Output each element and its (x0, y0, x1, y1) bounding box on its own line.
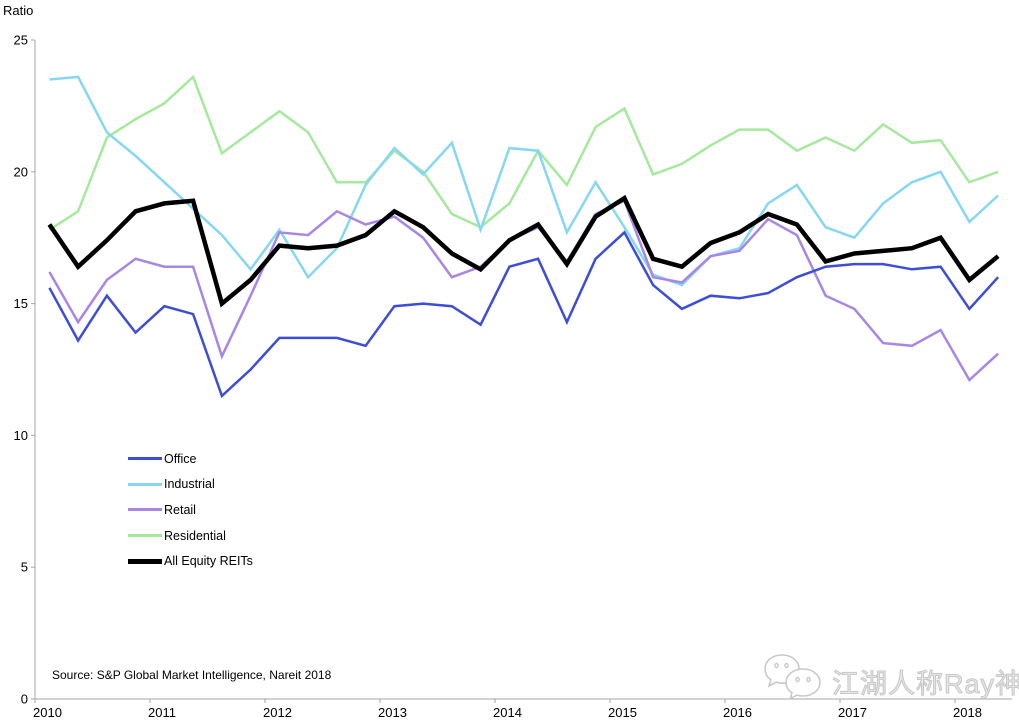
x-tick-label: 2018 (953, 705, 982, 720)
x-tick-label: 2017 (838, 705, 867, 720)
legend-label: Retail (164, 502, 196, 517)
legend-item-retail: Retail (128, 497, 253, 523)
y-tick-label: 15 (14, 296, 28, 311)
legend-label: Office (164, 451, 197, 466)
x-tick-label: 2014 (493, 705, 522, 720)
legend-item-industrial: Industrial (128, 472, 253, 498)
office-line-swatch (128, 457, 162, 461)
wechat-bubbles-icon (764, 654, 821, 701)
series-line-residential (48, 74, 999, 231)
y-tick-label: 25 (14, 33, 28, 48)
series-line-all-equity-reits (47, 194, 1000, 308)
retail-line-swatch (128, 508, 162, 512)
x-tick-label: 2015 (608, 705, 637, 720)
watermark: 江湖人称Ray神 (762, 652, 1019, 710)
legend-item-office: Office (128, 446, 253, 472)
residential-line-swatch (128, 534, 162, 538)
legend-label: Residential (164, 528, 226, 543)
x-tick-label: 2013 (378, 705, 407, 720)
series-line-retail (48, 199, 999, 382)
y-tick-label: 20 (14, 164, 28, 179)
source-note: Source: S&P Global Market Intelligence, … (52, 668, 332, 682)
all-equity-reits-line-swatch (128, 558, 162, 564)
legend-label: All Equity REITs (164, 554, 253, 569)
y-tick-label: 5 (21, 560, 28, 575)
chart-legend: Office Industrial Retail Residential All… (128, 446, 253, 574)
industrial-line-swatch (128, 482, 162, 486)
series-line-office (48, 230, 1000, 399)
y-tick-label: 10 (14, 428, 28, 443)
y-tick-label: 0 (21, 692, 28, 707)
x-tick-label: 2011 (148, 705, 176, 720)
legend-label: Industrial (164, 477, 215, 492)
watermark-text: 江湖人称Ray神 (831, 668, 1019, 699)
legend-item-residential: Residential (128, 523, 253, 549)
x-tick-label: 2010 (33, 705, 62, 720)
legend-item-all-equity-reits: All Equity REITs (128, 548, 253, 574)
x-tick-label: 2012 (263, 705, 292, 720)
series-line-industrial (49, 75, 999, 287)
y-axis-title: Ratio (3, 3, 34, 18)
x-tick-label: 2016 (723, 705, 752, 720)
